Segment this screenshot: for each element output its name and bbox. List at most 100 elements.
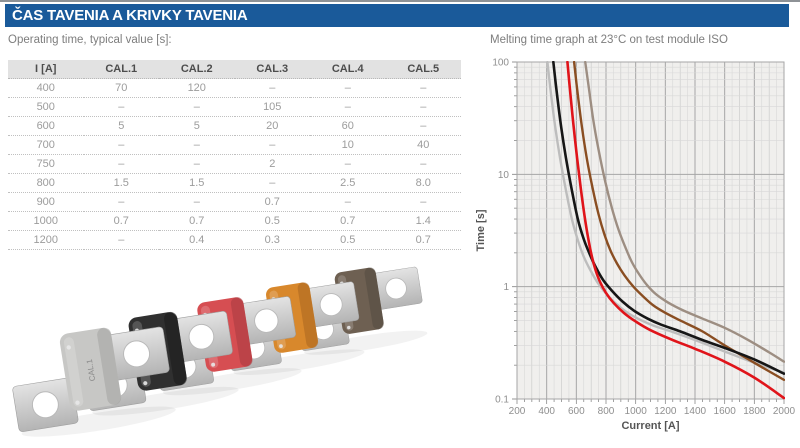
table-cell: – — [310, 97, 386, 117]
x-tick-label: 600 — [568, 406, 585, 417]
x-tick-label: 1000 — [625, 406, 648, 417]
table-cell: – — [385, 78, 461, 98]
fuse-label: CAL.1 — [85, 358, 97, 382]
fuse-shadow — [304, 330, 428, 355]
terminal-hole-right — [123, 340, 151, 368]
table-cell: 600 — [8, 116, 84, 136]
x-tick-label: 1200 — [654, 406, 677, 417]
table-cell: 8.0 — [385, 173, 461, 193]
table-caption: Operating time, typical value [s]: — [8, 34, 172, 46]
x-tick-label: 1400 — [684, 406, 707, 417]
table-cell: – — [83, 230, 159, 250]
table-cell: 0.4 — [159, 230, 235, 250]
terminal-hole-right — [188, 323, 215, 350]
curve-cal-4 — [572, 61, 785, 382]
column-header: CAL.5 — [385, 60, 461, 79]
table-cell: – — [159, 192, 235, 212]
x-tick-label: 800 — [598, 406, 615, 417]
table-cell: – — [159, 154, 235, 174]
curve-cal-2 — [552, 61, 785, 375]
table-cell: 900 — [8, 192, 84, 212]
table-row: 700– – –10 40 — [8, 135, 461, 155]
melting-time-chart: 200 400 600 800 1000 1200 1400 1600 1800 2000 0.1 1… — [475, 58, 796, 433]
table-cell: 1.5 — [83, 173, 159, 193]
page-title: ČAS TAVENIA A KRIVKY TAVENIA — [12, 7, 248, 24]
table-cell: – — [310, 154, 386, 174]
x-axis-title: Current [A] — [621, 420, 679, 432]
table-cell: 0.5 — [310, 230, 386, 250]
rivet — [143, 381, 148, 386]
x-tick-label: 1800 — [743, 406, 766, 417]
table-cell: 0.3 — [234, 230, 310, 250]
table-cell: 105 — [234, 97, 310, 117]
rivet — [279, 344, 283, 348]
table-row: 900– –0.7– – — [8, 192, 461, 212]
table-cell: – — [83, 154, 159, 174]
table-cell: 0.7 — [310, 211, 386, 231]
table-header-row: I [A] CAL.1 CAL.2 CAL.3 CAL.4 CAL.5 — [8, 60, 461, 79]
table-row: 1200–0.4 0.3 0.5 0.7 — [8, 230, 461, 250]
table-cell: 800 — [8, 173, 84, 193]
terminal-hole-right — [254, 308, 279, 333]
table-cell: 700 — [8, 135, 84, 155]
table-cell: – — [159, 135, 235, 155]
table-cell: 0.7 — [159, 211, 235, 231]
page-top-edge — [0, 0, 800, 2]
table-row: 400 70 120– – – — [8, 78, 461, 98]
table-cell: – — [83, 135, 159, 155]
table-cell: 0.7 — [234, 192, 310, 212]
table-cell: – — [234, 135, 310, 155]
table-cell: – — [385, 116, 461, 136]
table-row: 750– –2– – — [8, 154, 461, 174]
x-tick-label: 400 — [538, 406, 555, 417]
table-cell: 500 — [8, 97, 84, 117]
table-cell: 20 — [234, 116, 310, 136]
table-cell: 1.5 — [159, 173, 235, 193]
fuse-shadow — [92, 386, 239, 416]
table-row: 600 5 5 20 60– — [8, 116, 461, 136]
table-cell: 1000 — [8, 211, 84, 231]
table-cell: 120 — [159, 78, 235, 98]
table-cell: 5 — [83, 116, 159, 136]
fuse-cal-1: CAL.1 — [12, 326, 176, 437]
table-cell: 2.5 — [310, 173, 386, 193]
table-cell: 400 — [8, 78, 84, 98]
table-cell: – — [310, 192, 386, 212]
table-cell: – — [385, 154, 461, 174]
column-header: CAL.2 — [159, 60, 235, 79]
column-header: CAL.4 — [310, 60, 386, 79]
y-tick-label: 1 — [503, 282, 509, 293]
fuse-body-shade — [364, 267, 384, 330]
table-cell: 10 — [310, 135, 386, 155]
table-cell: 60 — [310, 116, 386, 136]
table-head: I [A] CAL.1 CAL.2 CAL.3 CAL.4 CAL.5 — [8, 60, 461, 79]
curve-cal-3 — [566, 61, 785, 400]
y-axis-title: Time [s] — [475, 209, 487, 251]
table-cell: – — [234, 173, 310, 193]
fuse-body-shade — [230, 297, 253, 367]
table-body: 400 70 120– – –500– –105– –600 5 5 20 60–700– – –10 4… — [8, 78, 461, 250]
table-cell: 1200 — [8, 230, 84, 250]
table-cell: 0.7 — [385, 230, 461, 250]
fuse-shadow — [233, 349, 365, 376]
rivet — [66, 345, 71, 350]
table-cell: – — [83, 97, 159, 117]
table-cell: 5 — [159, 116, 235, 136]
table-cell: – — [310, 78, 386, 98]
fuse-shadow — [162, 368, 302, 396]
table-cell: 70 — [83, 78, 159, 98]
column-header: CAL.1 — [83, 60, 159, 79]
fuse-body-highlight — [63, 337, 84, 407]
operating-time-table: I [A] CAL.1 CAL.2 CAL.3 CAL.4 CAL.5 400 70 120–… — [8, 60, 461, 250]
table-cell: – — [159, 97, 235, 117]
table-row: 1000 0.7 0.7 0.5 0.7 1.4 — [8, 211, 461, 231]
x-tick-label: 2000 — [773, 406, 796, 417]
y-tick-label: 10 — [498, 170, 510, 181]
table-cell: 0.7 — [83, 211, 159, 231]
series-group — [546, 61, 785, 400]
rivet — [75, 400, 80, 405]
terminal-hole-right — [319, 293, 343, 317]
column-header: I [A] — [8, 60, 84, 79]
table-cell: – — [385, 97, 461, 117]
x-tick-label: 1600 — [714, 406, 737, 417]
